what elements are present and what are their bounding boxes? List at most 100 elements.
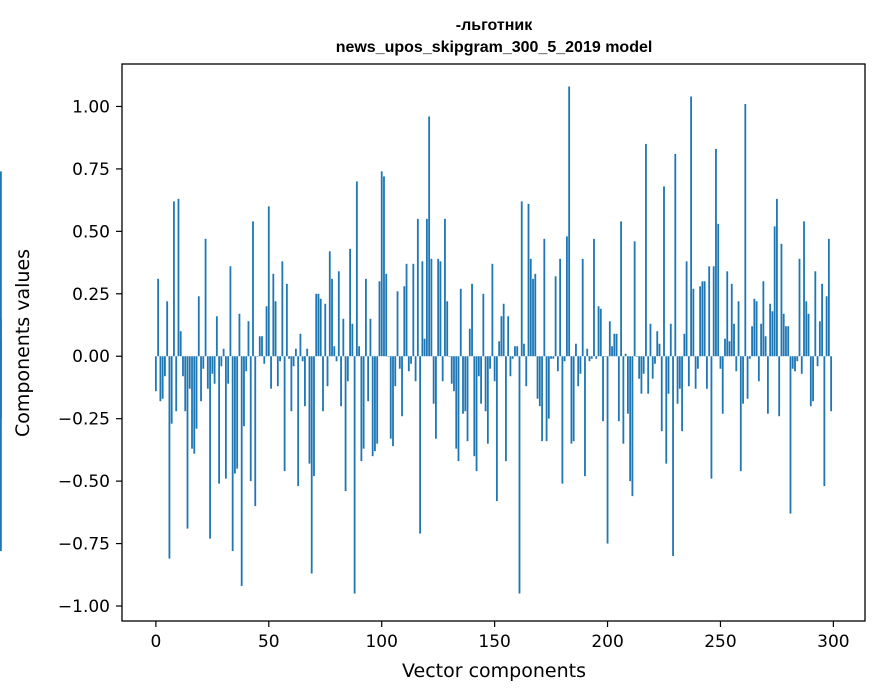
bar	[398, 356, 401, 369]
bar	[647, 356, 650, 394]
bar	[751, 326, 753, 357]
bar	[516, 346, 519, 357]
plot-area-frame	[121, 63, 866, 622]
bar	[821, 283, 823, 357]
bar	[737, 301, 740, 357]
bar	[446, 301, 449, 357]
bar	[206, 356, 209, 389]
bar	[468, 328, 471, 357]
bar	[656, 331, 659, 357]
bar	[500, 316, 503, 357]
bar	[279, 356, 281, 362]
bar	[663, 186, 665, 357]
bar	[547, 356, 550, 419]
bar	[374, 356, 376, 452]
bar	[188, 356, 191, 389]
bar	[805, 301, 808, 357]
bar	[182, 356, 184, 377]
bar	[608, 321, 611, 357]
bar	[730, 283, 733, 357]
bar	[432, 356, 435, 404]
bar	[640, 356, 643, 394]
bar	[337, 271, 340, 357]
bar	[283, 356, 286, 472]
chart-title: -льготник	[456, 17, 533, 34]
bar	[541, 356, 543, 442]
bar	[660, 356, 663, 432]
bar	[798, 258, 801, 357]
bar	[543, 238, 546, 357]
bars-group	[0, 86, 833, 594]
bar	[830, 356, 833, 412]
bar	[430, 258, 433, 357]
bar	[290, 356, 293, 412]
bar	[425, 218, 428, 357]
bar	[584, 356, 586, 477]
bar	[313, 356, 315, 477]
bar	[629, 356, 632, 482]
bar	[812, 356, 814, 402]
bar	[475, 356, 478, 472]
bar	[227, 356, 230, 384]
bar	[572, 356, 575, 442]
bar	[213, 356, 216, 384]
bar	[552, 356, 555, 359]
bar	[753, 298, 756, 357]
bar	[387, 356, 390, 357]
bar	[209, 356, 211, 539]
bar	[577, 356, 580, 387]
bar	[349, 248, 351, 357]
bar	[568, 86, 571, 357]
bar	[220, 356, 223, 367]
bar	[193, 356, 196, 454]
bar	[710, 356, 713, 479]
bar	[392, 356, 394, 447]
bar	[511, 356, 514, 359]
bar	[365, 278, 367, 357]
bar	[809, 356, 812, 407]
bar	[739, 356, 742, 472]
bar	[514, 346, 516, 357]
bar	[683, 333, 686, 357]
bar	[453, 356, 455, 392]
bar	[394, 356, 397, 387]
bar	[428, 116, 431, 357]
bar	[507, 316, 510, 357]
y-tick-label: −0.25	[58, 410, 110, 430]
bar	[818, 321, 821, 357]
x-tick-label: 100	[365, 632, 397, 652]
bar	[288, 356, 291, 359]
bar	[613, 333, 616, 357]
bar	[383, 176, 385, 357]
bar	[599, 308, 602, 357]
bar	[276, 356, 279, 387]
bar	[157, 278, 160, 357]
bar	[527, 203, 530, 357]
bar	[755, 301, 758, 357]
bar	[170, 356, 173, 424]
bar	[306, 348, 309, 357]
bar	[685, 261, 688, 357]
bar	[195, 356, 198, 429]
bar	[561, 356, 564, 484]
bar	[559, 258, 562, 357]
bar	[814, 271, 817, 357]
bar	[308, 356, 311, 464]
bar	[667, 356, 670, 394]
y-tick-label: −1.00	[58, 597, 110, 617]
bar	[597, 306, 600, 357]
bar	[410, 356, 412, 364]
bar	[726, 271, 729, 357]
bar	[674, 153, 677, 357]
bar	[376, 356, 379, 444]
bar	[450, 356, 453, 384]
bar	[464, 356, 467, 412]
bar	[827, 238, 830, 357]
bar	[197, 296, 200, 357]
bar	[721, 356, 724, 414]
bar	[267, 206, 270, 357]
bar	[416, 218, 419, 357]
bar	[344, 356, 347, 492]
bar	[274, 301, 277, 357]
bar	[191, 356, 193, 449]
